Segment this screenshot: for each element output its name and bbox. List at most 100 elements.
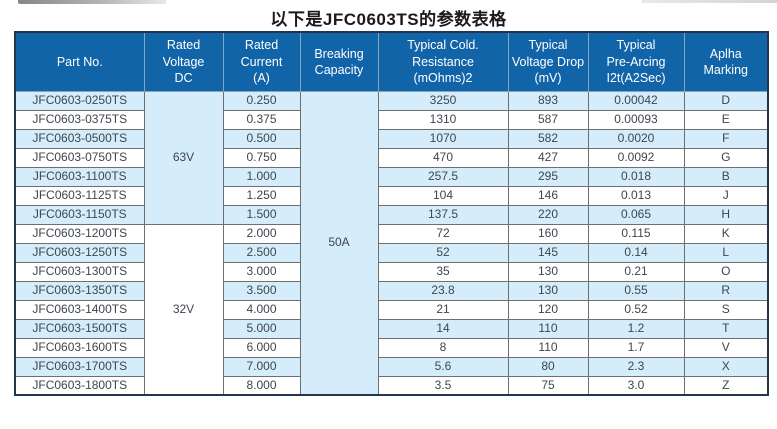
col-header-breaking-capacity: Breaking Capacity bbox=[299, 31, 379, 92]
voltage-drop-cell: 295 bbox=[507, 166, 589, 187]
pre-arcing-cell: 3.0 bbox=[587, 375, 685, 396]
table-row: JFC0603-1250TS 2.500 52 145 0.14 L bbox=[14, 242, 769, 263]
col-header-voltage-drop: Typical Voltage Drop (mV) bbox=[507, 31, 589, 92]
cold-resistance-cell: 5.6 bbox=[377, 356, 509, 377]
rated-current-cell: 0.750 bbox=[222, 147, 301, 168]
voltage-drop-cell: 160 bbox=[507, 223, 589, 244]
rated-current-cell: 4.000 bbox=[222, 299, 301, 320]
voltage-group-cell: 63V bbox=[143, 90, 224, 225]
rated-current-cell: 0.375 bbox=[222, 109, 301, 130]
header-row: Part No. Rated Voltage DC Rated Current … bbox=[14, 31, 769, 92]
alpha-marking-cell: X bbox=[683, 356, 769, 377]
voltage-drop-cell: 427 bbox=[507, 147, 589, 168]
rated-current-cell: 3.000 bbox=[222, 261, 301, 282]
alpha-marking-cell: F bbox=[683, 128, 769, 149]
cold-resistance-cell: 8 bbox=[377, 337, 509, 358]
breaking-capacity-cell: 50A bbox=[299, 90, 379, 396]
rated-current-cell: 8.000 bbox=[222, 375, 301, 396]
top-right-edge-artifact bbox=[642, 0, 777, 3]
alpha-marking-cell: G bbox=[683, 147, 769, 168]
alpha-marking-cell: S bbox=[683, 299, 769, 320]
pre-arcing-cell: 0.0020 bbox=[587, 128, 685, 149]
col-header-rated-voltage: Rated Voltage DC bbox=[143, 31, 224, 92]
part-no-cell: JFC0603-1500TS bbox=[14, 318, 145, 339]
table-row: JFC0603-1150TS 1.500 137.5 220 0.065 H bbox=[14, 204, 769, 225]
voltage-drop-cell: 130 bbox=[507, 280, 589, 301]
rated-current-cell: 2.000 bbox=[222, 223, 301, 244]
rated-current-cell: 1.000 bbox=[222, 166, 301, 187]
pre-arcing-cell: 1.7 bbox=[587, 337, 685, 358]
table-row: JFC0603-0750TS 0.750 470 427 0.0092 G bbox=[14, 147, 769, 168]
pre-arcing-cell: 0.065 bbox=[587, 204, 685, 225]
voltage-drop-cell: 110 bbox=[507, 337, 589, 358]
pre-arcing-cell: 1.2 bbox=[587, 318, 685, 339]
cold-resistance-cell: 35 bbox=[377, 261, 509, 282]
part-no-cell: JFC0603-1100TS bbox=[14, 166, 145, 187]
voltage-drop-cell: 587 bbox=[507, 109, 589, 130]
alpha-marking-cell: E bbox=[683, 109, 769, 130]
voltage-drop-cell: 75 bbox=[507, 375, 589, 396]
alpha-marking-cell: Z bbox=[683, 375, 769, 396]
pre-arcing-cell: 0.21 bbox=[587, 261, 685, 282]
table-row: JFC0603-1350TS 3.500 23.8 130 0.55 R bbox=[14, 280, 769, 301]
pre-arcing-cell: 0.55 bbox=[587, 280, 685, 301]
pre-arcing-cell: 0.018 bbox=[587, 166, 685, 187]
page-title: 以下是JFC0603TS的参数表格 bbox=[270, 10, 507, 29]
parameter-table: Part No. Rated Voltage DC Rated Current … bbox=[14, 31, 769, 396]
rated-current-cell: 3.500 bbox=[222, 280, 301, 301]
pre-arcing-cell: 0.013 bbox=[587, 185, 685, 206]
part-no-cell: JFC0603-1700TS bbox=[14, 356, 145, 377]
part-no-cell: JFC0603-1400TS bbox=[14, 299, 145, 320]
rated-current-cell: 0.500 bbox=[222, 128, 301, 149]
voltage-drop-cell: 146 bbox=[507, 185, 589, 206]
voltage-drop-cell: 220 bbox=[507, 204, 589, 225]
col-header-pre-arcing: Typical Pre-Arcing I2t(A2Sec) bbox=[587, 31, 685, 92]
cold-resistance-cell: 14 bbox=[377, 318, 509, 339]
part-no-cell: JFC0603-1300TS bbox=[14, 261, 145, 282]
alpha-marking-cell: T bbox=[683, 318, 769, 339]
cold-resistance-cell: 72 bbox=[377, 223, 509, 244]
table-row: JFC0603-0500TS 0.500 1070 582 0.0020 F bbox=[14, 128, 769, 149]
part-no-cell: JFC0603-1600TS bbox=[14, 337, 145, 358]
voltage-group-cell: 32V bbox=[143, 223, 224, 396]
voltage-drop-cell: 145 bbox=[507, 242, 589, 263]
alpha-marking-cell: B bbox=[683, 166, 769, 187]
voltage-drop-cell: 130 bbox=[507, 261, 589, 282]
alpha-marking-cell: L bbox=[683, 242, 769, 263]
table-row: JFC0603-0250TS 63V 0.250 50A 3250 893 0.00042 D bbox=[14, 90, 769, 396]
alpha-marking-cell: O bbox=[683, 261, 769, 282]
voltage-drop-cell: 110 bbox=[507, 318, 589, 339]
table-row: JFC0603-1200TS 32V 2.000 72 160 0.115 K bbox=[14, 223, 769, 396]
part-no-cell: JFC0603-1125TS bbox=[14, 185, 145, 206]
part-no-cell: JFC0603-0500TS bbox=[14, 128, 145, 149]
table-row: JFC0603-1700TS 7.000 5.6 80 2.3 X bbox=[14, 356, 769, 377]
table-row: JFC0603-1800TS 8.000 3.5 75 3.0 Z bbox=[14, 375, 769, 396]
part-no-cell: JFC0603-0250TS bbox=[14, 90, 145, 111]
voltage-drop-cell: 893 bbox=[507, 90, 589, 111]
col-header-alpha-marking: Aplha Marking bbox=[683, 31, 769, 92]
pre-arcing-cell: 0.00093 bbox=[587, 109, 685, 130]
table-row: JFC0603-1600TS 6.000 8 110 1.7 V bbox=[14, 337, 769, 358]
voltage-drop-cell: 80 bbox=[507, 356, 589, 377]
cold-resistance-cell: 1070 bbox=[377, 128, 509, 149]
alpha-marking-cell: J bbox=[683, 185, 769, 206]
voltage-drop-cell: 582 bbox=[507, 128, 589, 149]
part-no-cell: JFC0603-1800TS bbox=[14, 375, 145, 396]
alpha-marking-cell: D bbox=[683, 90, 769, 111]
cold-resistance-cell: 23.8 bbox=[377, 280, 509, 301]
cold-resistance-cell: 137.5 bbox=[377, 204, 509, 225]
rated-current-cell: 1.250 bbox=[222, 185, 301, 206]
part-no-cell: JFC0603-1200TS bbox=[14, 223, 145, 244]
col-header-cold-resistance: Typical Cold. Resistance (mOhms)2 bbox=[377, 31, 509, 92]
part-no-cell: JFC0603-1250TS bbox=[14, 242, 145, 263]
rated-current-cell: 0.250 bbox=[222, 90, 301, 111]
table-header: Part No. Rated Voltage DC Rated Current … bbox=[14, 31, 769, 92]
pre-arcing-cell: 0.52 bbox=[587, 299, 685, 320]
col-header-part-no: Part No. bbox=[14, 31, 145, 92]
col-header-rated-current: Rated Current (A) bbox=[222, 31, 301, 92]
table-row: JFC0603-1500TS 5.000 14 110 1.2 T bbox=[14, 318, 769, 339]
table-body: JFC0603-0250TS 63V 0.250 50A 3250 893 0.00042 D… bbox=[14, 90, 769, 396]
alpha-marking-cell: V bbox=[683, 337, 769, 358]
table-row: JFC0603-1125TS 1.250 104 146 0.013 J bbox=[14, 185, 769, 206]
part-no-cell: JFC0603-0750TS bbox=[14, 147, 145, 168]
